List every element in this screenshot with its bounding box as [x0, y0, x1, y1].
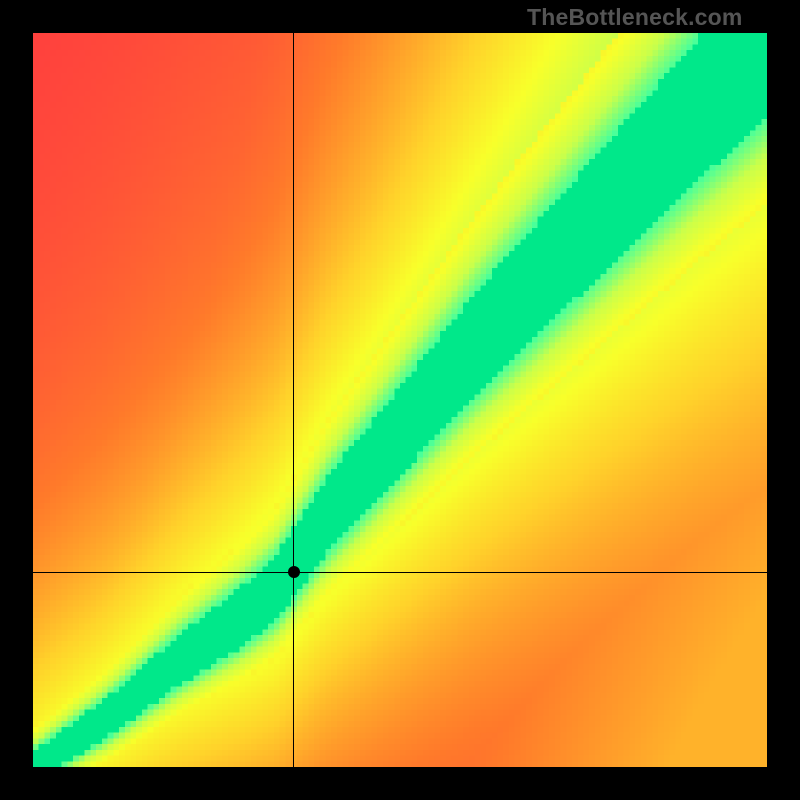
heatmap-plot: [33, 33, 767, 767]
crosshair-marker: [288, 566, 300, 578]
heatmap-canvas: [33, 33, 767, 767]
crosshair-horizontal: [33, 572, 767, 573]
watermark-text: TheBottleneck.com: [527, 4, 743, 31]
crosshair-vertical: [293, 33, 294, 767]
